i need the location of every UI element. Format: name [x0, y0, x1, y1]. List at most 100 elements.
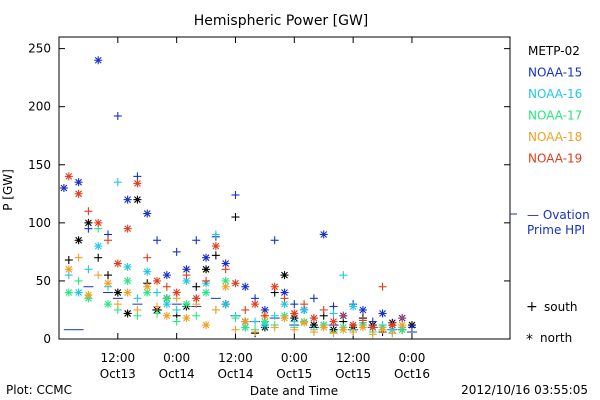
- y-tick-label: 150: [28, 158, 51, 172]
- marker-legend: + south * north: [526, 299, 578, 348]
- point-noaa-16: [74, 288, 83, 297]
- point-noaa-15: [84, 224, 93, 233]
- point-noaa-16: [84, 265, 93, 274]
- point-noaa-19: [74, 189, 83, 198]
- point-noaa-15: [407, 323, 416, 332]
- point-noaa-15: [329, 302, 338, 311]
- data-points: [59, 56, 416, 339]
- point-noaa-15: [172, 247, 181, 256]
- point-noaa-19: [378, 282, 387, 291]
- point-noaa-18: [280, 314, 289, 323]
- point-noaa-19: [260, 311, 269, 320]
- point-noaa-18: [231, 325, 240, 334]
- x-tick-label-time: 0:00: [398, 351, 425, 365]
- point-noaa-15: [133, 172, 142, 181]
- point-noaa-18: [398, 321, 407, 330]
- point-noaa-15: [280, 288, 289, 297]
- legend-entry: METP-02: [528, 44, 580, 58]
- marker-north-symbol: *: [526, 332, 533, 348]
- point-metp-02: [202, 265, 211, 274]
- point-noaa-15: [162, 271, 171, 280]
- point-noaa-16: [123, 262, 132, 271]
- point-noaa-18: [300, 318, 309, 327]
- point-noaa-18: [290, 325, 299, 334]
- y-tick-label: 0: [43, 332, 51, 346]
- point-noaa-18: [94, 271, 103, 280]
- point-noaa-19: [113, 259, 122, 268]
- x-tick-label-time: 0:00: [281, 351, 308, 365]
- point-noaa-19: [202, 276, 211, 285]
- y-axis-label: P [GW]: [1, 169, 15, 211]
- point-metp-02: [192, 282, 201, 291]
- point-noaa-17: [172, 317, 181, 326]
- point-noaa-18: [182, 314, 191, 323]
- legend-entry: NOAA-19: [528, 152, 582, 166]
- point-noaa-16: [251, 317, 260, 326]
- point-noaa-19: [143, 253, 152, 262]
- timestamp: 2012/10/16 03:55:05: [461, 383, 588, 397]
- chart-title: Hemispheric Power [GW]: [194, 13, 369, 29]
- point-noaa-19: [241, 305, 250, 314]
- point-noaa-17: [104, 300, 113, 309]
- point-noaa-19: [104, 236, 113, 245]
- point-noaa-18: [378, 325, 387, 334]
- point-noaa-19: [153, 276, 162, 285]
- plot-frame: [58, 36, 511, 340]
- point-noaa-16: [300, 305, 309, 314]
- point-noaa-19: [94, 218, 103, 227]
- legend-entry: NOAA-17: [528, 109, 582, 123]
- point-noaa-15: [378, 309, 387, 318]
- marker-north-label: north: [540, 331, 572, 345]
- point-noaa-18: [133, 305, 142, 314]
- marker-south-symbol: +: [526, 299, 538, 315]
- point-noaa-19: [290, 309, 299, 318]
- point-noaa-15: [309, 294, 318, 303]
- point-noaa-18: [74, 253, 83, 262]
- point-noaa-15: [192, 236, 201, 245]
- point-noaa-18: [162, 311, 171, 320]
- point-noaa-15: [123, 195, 132, 204]
- point-noaa-18: [221, 282, 230, 291]
- point-noaa-16: [143, 267, 152, 276]
- point-noaa-19: [251, 300, 260, 309]
- y-tick-label: 200: [28, 100, 51, 114]
- x-tick-label-date: Oct14: [217, 367, 253, 381]
- point-noaa-18: [309, 328, 318, 337]
- ovation-label-line2: Prime HPI: [527, 223, 585, 237]
- point-noaa-15: [202, 253, 211, 262]
- y-tick-label: 50: [36, 274, 51, 288]
- point-noaa-15: [241, 282, 250, 291]
- point-noaa-18: [202, 321, 211, 330]
- point-noaa-18: [104, 279, 113, 288]
- x-tick-label-date: Oct16: [394, 367, 430, 381]
- point-metp-02: [123, 309, 132, 318]
- point-noaa-17: [182, 300, 191, 309]
- point-noaa-18: [84, 290, 93, 299]
- x-tick-label-time: 12:00: [218, 351, 253, 365]
- point-metp-02: [113, 288, 122, 297]
- point-noaa-17: [143, 288, 152, 297]
- point-metp-02: [94, 253, 103, 262]
- plot-credit: Plot: CCMC: [6, 383, 72, 397]
- point-noaa-19: [221, 265, 230, 274]
- point-noaa-19: [231, 279, 240, 288]
- point-noaa-16: [162, 300, 171, 309]
- point-noaa-19: [211, 242, 220, 251]
- y-tick-label: 100: [28, 216, 51, 230]
- point-noaa-18: [123, 288, 132, 297]
- point-noaa-15: [113, 111, 122, 120]
- point-noaa-17: [192, 311, 201, 320]
- point-noaa-18: [113, 300, 122, 309]
- point-noaa-18: [270, 323, 279, 332]
- point-noaa-18: [368, 330, 377, 339]
- point-noaa-16: [133, 294, 142, 303]
- point-noaa-18: [388, 329, 397, 338]
- point-noaa-19: [368, 323, 377, 332]
- x-axis-ticks: 12:00 Oct13 0:00 Oct14 12:00 Oct14 0:00 Oct15 12…: [100, 37, 430, 381]
- x-tick-label-date: Oct15: [276, 367, 312, 381]
- point-noaa-19: [192, 294, 201, 303]
- point-noaa-15: [290, 300, 299, 309]
- point-noaa-18: [64, 265, 73, 274]
- point-noaa-16: [211, 230, 220, 239]
